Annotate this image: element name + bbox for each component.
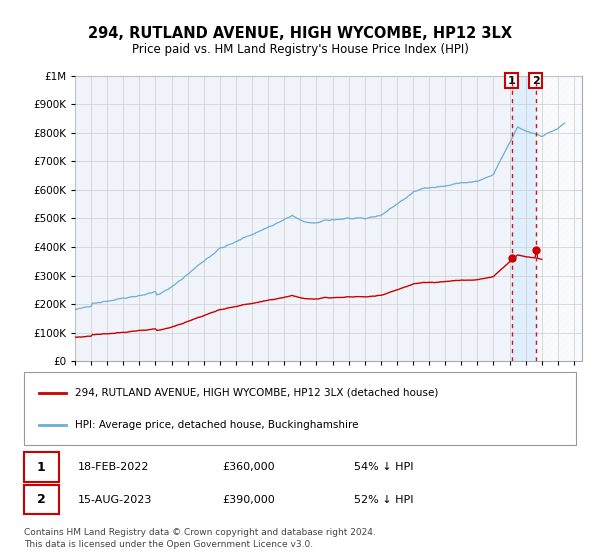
Text: Price paid vs. HM Land Registry's House Price Index (HPI): Price paid vs. HM Land Registry's House …: [131, 43, 469, 56]
Text: 54% ↓ HPI: 54% ↓ HPI: [354, 462, 413, 472]
Text: £390,000: £390,000: [222, 494, 275, 505]
Text: 15-AUG-2023: 15-AUG-2023: [78, 494, 152, 505]
Text: 18-FEB-2022: 18-FEB-2022: [78, 462, 149, 472]
Text: 1: 1: [508, 76, 515, 86]
Text: Contains HM Land Registry data © Crown copyright and database right 2024.
This d: Contains HM Land Registry data © Crown c…: [24, 528, 376, 549]
Text: 2: 2: [37, 493, 46, 506]
Text: 52% ↓ HPI: 52% ↓ HPI: [354, 494, 413, 505]
Text: 294, RUTLAND AVENUE, HIGH WYCOMBE, HP12 3LX (detached house): 294, RUTLAND AVENUE, HIGH WYCOMBE, HP12 …: [75, 388, 439, 398]
Text: HPI: Average price, detached house, Buckinghamshire: HPI: Average price, detached house, Buck…: [75, 420, 359, 430]
Text: 294, RUTLAND AVENUE, HIGH WYCOMBE, HP12 3LX: 294, RUTLAND AVENUE, HIGH WYCOMBE, HP12 …: [88, 26, 512, 41]
Bar: [536, 76, 582, 361]
Text: £360,000: £360,000: [222, 462, 275, 472]
Text: 2: 2: [532, 76, 539, 86]
Bar: [512, 76, 536, 361]
Text: 1: 1: [37, 460, 46, 474]
